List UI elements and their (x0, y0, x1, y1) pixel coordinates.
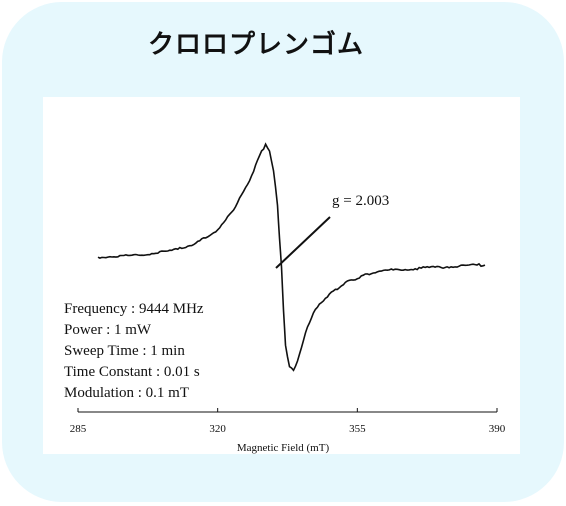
measurement-parameters: Frequency : 9444 MHz Power : 1 mW Sweep Ti… (64, 301, 204, 401)
x-tick-label-355: 355 (349, 423, 366, 435)
g-value-leader-line (275, 216, 331, 269)
x-tick-label-320: 320 (209, 423, 226, 435)
parameter-line: Power : 1 mW (64, 322, 152, 338)
esr-spectrum-panel: 285 320 355 390 g = 2.003 Frequency : 9444 … (43, 97, 520, 454)
g-value-annotation: g = 2.003 (332, 193, 389, 209)
parameter-line: Sweep Time : 1 min (64, 343, 185, 359)
parameter-line: Time Constant : 0.01 s (64, 364, 200, 380)
x-tick-label-285: 285 (70, 423, 87, 435)
esr-spectrum-chart: 285 320 355 390 g = 2.003 Frequency : 9444 … (64, 142, 506, 454)
parameter-line: Frequency : 9444 MHz (64, 301, 204, 317)
x-tick-label-390: 390 (489, 423, 506, 435)
chart-title: クロロプレンゴム (147, 30, 364, 60)
spectrum-line (97, 142, 486, 372)
x-axis-label: Magnetic Field (mT) (237, 442, 330, 454)
parameter-line: Modulation : 0.1 mT (64, 385, 189, 401)
